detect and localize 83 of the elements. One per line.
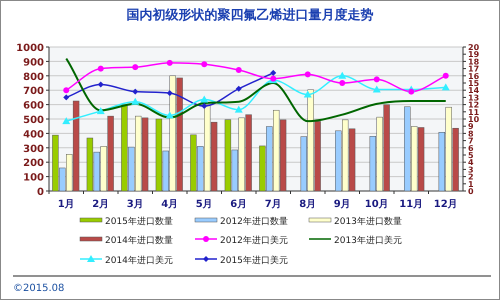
- legend-label: 2015年进口数量: [105, 216, 173, 227]
- x-tick-label: 4月: [161, 199, 178, 210]
- point: [98, 66, 104, 72]
- y2-tick-label: 11: [468, 108, 480, 117]
- point: [62, 117, 70, 124]
- y2-tick-label: 0: [468, 187, 474, 196]
- y-tick-label: 900: [23, 57, 44, 68]
- point: [63, 94, 70, 100]
- point: [200, 96, 208, 103]
- y-tick-label: 100: [23, 172, 44, 184]
- y-tick-label: 300: [23, 144, 44, 155]
- legend-label: 2012年进口数量: [220, 216, 288, 227]
- point: [338, 72, 346, 79]
- point: [304, 71, 311, 78]
- x-tick-label: 8月: [299, 199, 316, 210]
- x-tick-label: 9月: [334, 199, 351, 210]
- x-tick-label: 10月: [364, 199, 389, 210]
- x-tick-label: 6月: [230, 199, 248, 210]
- x-tick-label: 5月: [196, 199, 213, 210]
- x-tick-label: 11月: [399, 199, 424, 210]
- point: [166, 111, 174, 118]
- point: [374, 76, 380, 82]
- y-tick-label: 1000: [16, 43, 44, 54]
- point: [236, 86, 242, 92]
- legend-label: 2015年进口美元: [220, 255, 288, 266]
- y2-tick-label: 20: [468, 43, 480, 52]
- y2-tick-label: 9: [468, 122, 474, 132]
- point: [442, 72, 449, 79]
- y2-tick-label: 17: [468, 64, 480, 74]
- text: ©2015.08: [13, 283, 64, 294]
- y2-tick-label: 10: [468, 115, 480, 124]
- y-tick-label: 700: [23, 86, 44, 98]
- point: [96, 107, 105, 114]
- x-tick-label: 7月: [264, 199, 282, 210]
- y-tick-label: 800: [23, 72, 44, 83]
- point: [166, 60, 173, 66]
- point: [442, 83, 450, 90]
- y2-tick-label: 8: [468, 129, 474, 138]
- x-tick-label: 12月: [434, 199, 458, 210]
- point: [201, 61, 208, 68]
- y2-tick-label: 6: [468, 144, 474, 153]
- y2-tick-label: 4: [468, 158, 474, 168]
- y2-tick-label: 1: [468, 180, 474, 189]
- point: [408, 88, 414, 95]
- legend-label: 2013年进口美元: [334, 235, 402, 246]
- y2-tick-label: 12: [468, 100, 480, 110]
- y2-tick-label: 19: [468, 50, 480, 60]
- y2-tick-label: 18: [468, 57, 480, 66]
- point: [270, 70, 276, 76]
- y2-tick-label: 2: [468, 172, 474, 182]
- y-tick-label: 500: [23, 115, 44, 126]
- y2-tick-label: 13: [468, 93, 480, 102]
- legend-label: 2012年进口美元: [220, 235, 288, 246]
- y2-tick-label: 3: [468, 165, 474, 174]
- point: [372, 85, 381, 92]
- point: [166, 90, 173, 96]
- point: [131, 98, 140, 105]
- point: [132, 88, 138, 95]
- point: [339, 80, 346, 86]
- legend-label: 2014年进口数量: [105, 235, 173, 246]
- y2-tick-label: 7: [468, 136, 474, 146]
- point: [304, 90, 312, 98]
- point: [63, 87, 70, 94]
- y-tick-label: 200: [23, 158, 44, 170]
- y2-tick-label: 15: [468, 79, 480, 88]
- line-series: [65, 58, 447, 122]
- x-tick-label: 1月: [58, 199, 75, 210]
- y2-tick-label: 14: [468, 86, 480, 96]
- x-tick-label: 2月: [92, 199, 110, 210]
- y2-tick-label: 16: [468, 72, 480, 81]
- y-tick-label: 0: [37, 187, 44, 198]
- legend-label: 2013年进口数量: [334, 216, 402, 227]
- point: [236, 67, 242, 74]
- x-tick-label: 3月: [126, 199, 144, 210]
- chart-title: 国内初级形状的聚四氟乙烯进口量月度走势: [126, 7, 374, 23]
- y-tick-label: 400: [23, 129, 44, 140]
- y-tick-label: 600: [23, 100, 44, 112]
- y2-tick-label: 5: [468, 151, 474, 160]
- legend-label: 2014年进口美元: [105, 255, 173, 266]
- point: [234, 106, 243, 113]
- point: [98, 81, 104, 88]
- point: [201, 103, 208, 110]
- point: [132, 64, 138, 70]
